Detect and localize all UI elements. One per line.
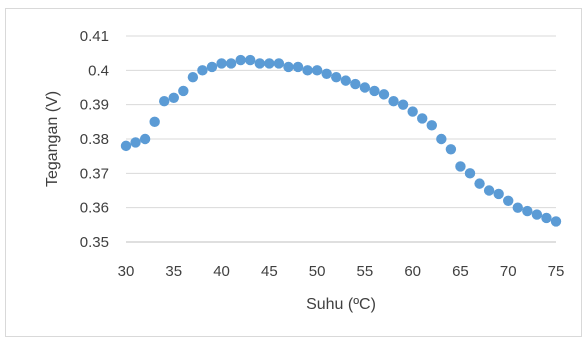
y-axis-title: Tegangan (V) xyxy=(44,91,61,187)
data-point xyxy=(292,61,304,73)
x-tick-label: 70 xyxy=(500,263,517,280)
data-point xyxy=(197,65,208,76)
data-point xyxy=(388,96,399,107)
data-point xyxy=(474,178,485,189)
y-tick-label: 0.41 xyxy=(80,28,109,45)
data-point xyxy=(350,78,361,90)
data-point xyxy=(340,75,351,86)
data-point xyxy=(130,137,141,148)
data-point xyxy=(321,68,332,79)
y-tick-label: 0.38 xyxy=(80,131,109,148)
data-point xyxy=(436,133,447,145)
x-tick-label: 60 xyxy=(404,263,421,280)
data-point xyxy=(159,96,170,107)
data-point xyxy=(331,72,342,83)
data-point xyxy=(512,202,523,213)
data-point xyxy=(369,85,380,97)
data-point xyxy=(378,89,390,100)
data-point xyxy=(522,205,533,217)
y-tick-label: 0.37 xyxy=(80,165,109,182)
x-tick-label: 40 xyxy=(213,263,230,280)
data-point xyxy=(139,133,151,145)
x-tick-label: 45 xyxy=(261,263,278,280)
y-tick-label: 0.4 xyxy=(88,62,109,79)
chart-area xyxy=(5,8,582,337)
data-point xyxy=(445,144,457,155)
data-point xyxy=(455,161,466,172)
data-point xyxy=(483,185,495,196)
data-point xyxy=(531,209,543,220)
x-tick-label: 35 xyxy=(165,263,182,280)
x-axis-title: Suhu (ºC) xyxy=(306,296,376,313)
data-point xyxy=(550,216,562,227)
data-point xyxy=(149,116,160,128)
data-point xyxy=(178,85,189,97)
x-tick-label: 65 xyxy=(452,263,469,280)
data-point xyxy=(120,140,132,152)
y-tick-label: 0.36 xyxy=(80,200,109,217)
data-point xyxy=(397,99,409,110)
data-point xyxy=(273,58,285,69)
data-point xyxy=(464,168,476,179)
gridlines xyxy=(126,35,556,209)
data-point xyxy=(302,65,313,76)
data-point xyxy=(168,92,179,104)
data-point xyxy=(283,61,294,73)
data-point xyxy=(245,54,256,66)
data-point xyxy=(187,72,199,83)
data-point xyxy=(541,212,552,224)
data-point xyxy=(359,82,371,93)
x-tick-label: 50 xyxy=(309,263,326,280)
data-point xyxy=(254,58,265,69)
data-point xyxy=(426,120,437,131)
data-point xyxy=(503,195,514,206)
data-point xyxy=(407,106,418,117)
tick-labels: 0.35 0.36 0.37 0.38 0.39 0.4 0.41 30 35 40 45 50 55 6… xyxy=(80,28,565,280)
x-tick-label: 55 xyxy=(357,263,374,280)
data-point xyxy=(206,61,218,73)
y-tick-label: 0.35 xyxy=(80,234,109,251)
data-point xyxy=(216,58,227,69)
data-point xyxy=(225,58,237,69)
data-point xyxy=(264,58,275,69)
x-tick-label: 30 xyxy=(118,263,135,280)
data-point xyxy=(235,54,246,66)
y-tick-label: 0.39 xyxy=(80,97,109,114)
data-point xyxy=(417,113,428,124)
data-points xyxy=(120,54,562,227)
x-tick-label: 75 xyxy=(548,263,565,280)
data-point xyxy=(493,188,504,200)
data-point xyxy=(311,65,323,76)
